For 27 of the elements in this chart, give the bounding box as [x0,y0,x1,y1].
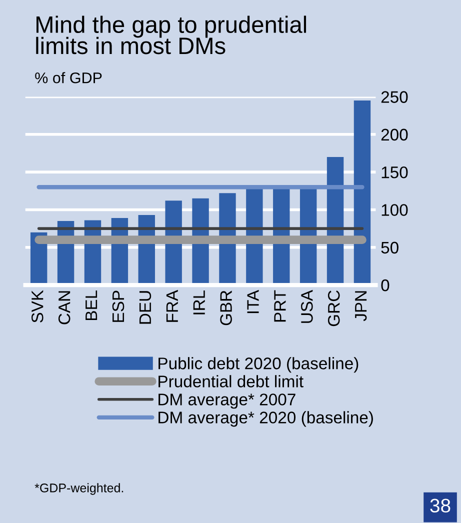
x-tick-label: FRA [166,290,178,322]
y-tick-label: 200 [381,128,408,141]
x-tick-label: SVK [32,290,44,322]
x-tick-label: USA [301,290,313,323]
x-tick-label: GRC [328,290,340,326]
text: 38 [430,498,450,513]
y-tick-label: 0 [381,279,390,292]
x-tick-label: JPN [355,291,367,322]
x-tick-label: GBR [220,290,232,326]
x-tick-label: CAN [58,291,70,324]
y-tick-label: 100 [382,204,408,216]
x-tick-label: DEU [139,291,152,324]
x-tick-label: PRT [274,290,286,322]
legend-label: Public debt 2020 (baseline) [158,357,358,373]
x-tick-label: BEL [86,290,98,320]
text: *GDP-weighted. [34,483,124,495]
chart-title: Mind the gap to prudential limits in most DMs [36,16,306,54]
legend-label: Prudential debt limit [158,375,304,388]
y-tick-label: 50 [381,242,398,254]
legend-label: DM average* 2007 [158,394,296,409]
x-tick-label: ESP [112,290,124,322]
x-tick-label: ITA [247,290,259,314]
y-tick-label: 150 [382,166,408,178]
y-tick-label: 250 [381,91,408,103]
legend-label: DM average* 2020 (baseline) [158,411,373,427]
chart-subtitle: % of GDP [35,72,102,84]
x-tick-label: IRL [193,290,205,314]
